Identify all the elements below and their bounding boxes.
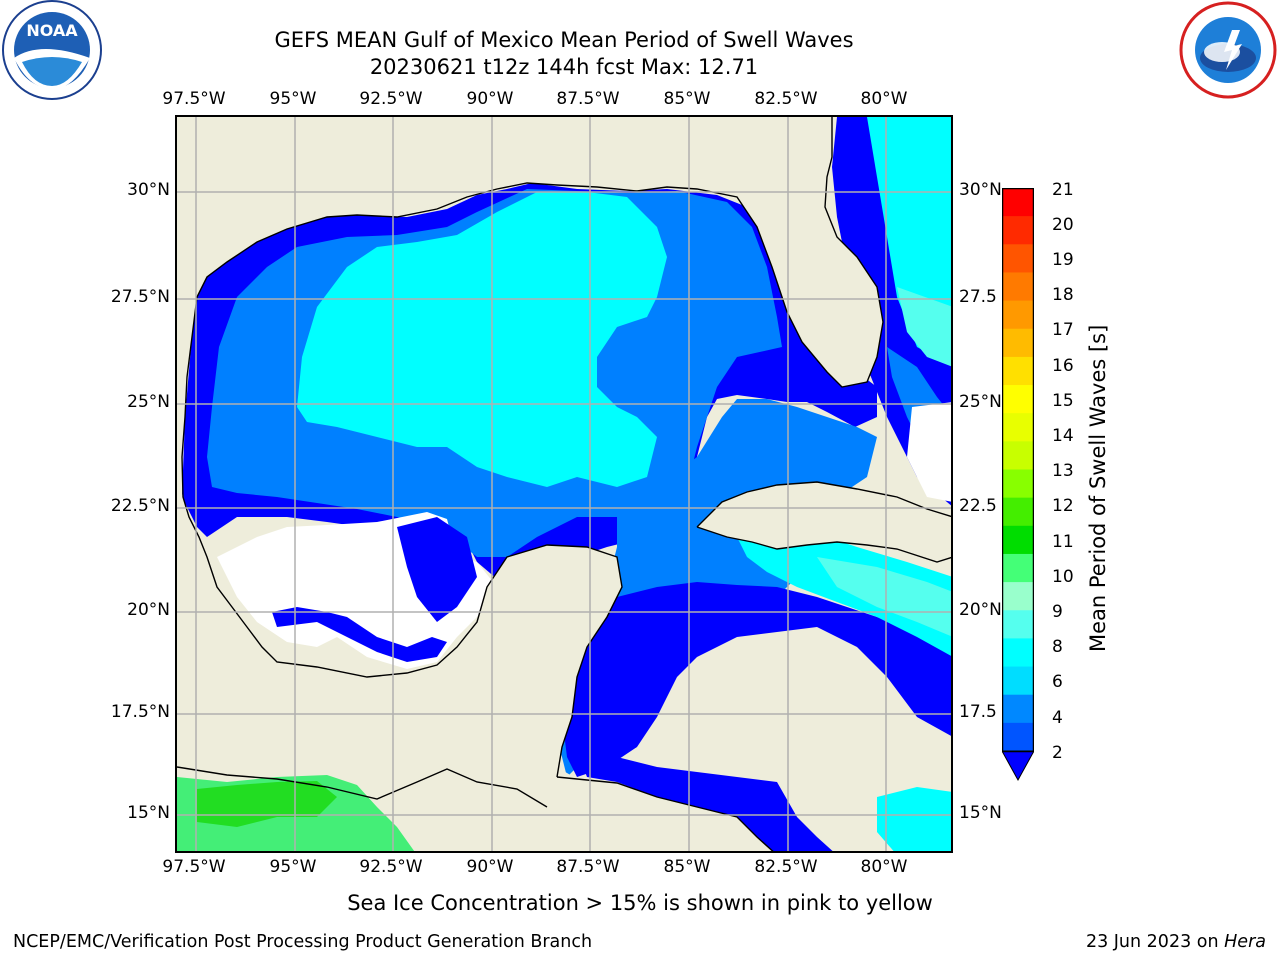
lat-label-left: 20°N bbox=[127, 600, 170, 620]
map-panel bbox=[175, 115, 953, 853]
colorbar-segment bbox=[1002, 553, 1034, 583]
lat-label-right: 17.5 bbox=[959, 702, 997, 722]
colorbar-segment bbox=[1002, 385, 1034, 414]
lon-label-top: 87.5°W bbox=[556, 89, 620, 109]
land-cuba bbox=[697, 482, 951, 562]
colorbar-segment bbox=[1002, 244, 1034, 273]
colorbar-segment bbox=[1002, 300, 1034, 330]
colorbar-tick: 14 bbox=[1052, 426, 1074, 446]
colorbar-tick: 18 bbox=[1052, 285, 1074, 305]
lon-label-top: 90°W bbox=[466, 89, 514, 109]
land-mexico bbox=[177, 477, 622, 807]
colorbar-segment bbox=[1002, 722, 1034, 752]
lon-label-top: 85°W bbox=[663, 89, 711, 109]
no-data-region bbox=[907, 402, 951, 502]
caribbean-swell-region-8-9 bbox=[817, 557, 951, 637]
gulf-swell-region-2-4 bbox=[397, 517, 477, 622]
sea-ice-note: Sea Ice Concentration > 15% is shown in … bbox=[347, 891, 933, 915]
caribbean-swell-region-2-4 bbox=[562, 582, 951, 777]
lon-label-bottom: 85°W bbox=[663, 857, 711, 877]
colorbar-segment bbox=[1002, 441, 1034, 470]
colorbar-segment bbox=[1002, 328, 1034, 358]
colorbar-segment bbox=[1002, 610, 1034, 639]
colorbar-segment bbox=[1002, 413, 1034, 442]
colorbar-tick: 16 bbox=[1052, 356, 1074, 376]
lon-label-bottom: 90°W bbox=[466, 857, 514, 877]
lat-label-right: 15°N bbox=[959, 803, 1002, 823]
colorbar-segment bbox=[1002, 638, 1034, 668]
lat-label-right: 22.5 bbox=[959, 496, 997, 516]
noaa-logo-text: NOAA bbox=[26, 21, 78, 40]
land-us-gulf-coast bbox=[177, 117, 883, 477]
lat-label-left: 15°N bbox=[127, 803, 170, 823]
lat-label-left: 17.5°N bbox=[110, 702, 170, 722]
colorbar-tick: 9 bbox=[1052, 602, 1063, 622]
colorbar-segment bbox=[1002, 694, 1034, 724]
colorbar-extend-arrow bbox=[1001, 750, 1035, 782]
colorbar-segment bbox=[1002, 666, 1034, 696]
lat-label-right: 20°N bbox=[959, 600, 1002, 620]
lon-label-bottom: 87.5°W bbox=[556, 857, 620, 877]
lat-label-left: 30°N bbox=[127, 180, 170, 200]
map-subtitle: 20230621 t12z 144h fcst Max: 12.71 bbox=[369, 55, 759, 79]
footer-credit: NCEP/EMC/Verification Post Processing Pr… bbox=[13, 932, 593, 952]
colorbar-tick: 12 bbox=[1052, 496, 1074, 516]
colorbar-segment bbox=[1002, 188, 1034, 217]
map-svg bbox=[177, 117, 951, 851]
lat-label-right: 30°N bbox=[959, 180, 1002, 200]
caribbean-swell-region-6-8 bbox=[877, 787, 951, 851]
noaa-logo: NOAA bbox=[0, 0, 104, 104]
colorbar-segment bbox=[1002, 216, 1034, 245]
lon-label-bottom: 80°W bbox=[860, 857, 908, 877]
colorbar-segment bbox=[1002, 497, 1034, 527]
colorbar-tick: 4 bbox=[1052, 708, 1063, 728]
colorbar-segment bbox=[1002, 525, 1034, 555]
colorbar-segment bbox=[1002, 272, 1034, 302]
lat-label-left: 25°N bbox=[127, 392, 170, 412]
colorbar bbox=[1001, 187, 1035, 782]
colorbar-tick: 8 bbox=[1052, 637, 1063, 657]
gulf-swell-region-2-4 bbox=[272, 607, 447, 662]
colorbar-tick: 17 bbox=[1052, 320, 1074, 340]
graticule bbox=[177, 117, 951, 851]
lon-label-top: 80°W bbox=[860, 89, 908, 109]
lon-label-bottom: 92.5°W bbox=[359, 857, 423, 877]
lon-label-bottom: 97.5°W bbox=[162, 857, 226, 877]
lon-label-bottom: 82.5°W bbox=[754, 857, 818, 877]
colorbar-tick: 13 bbox=[1052, 461, 1074, 481]
gulf-swell-region-6-8 bbox=[297, 192, 667, 487]
colorbar-segment bbox=[1002, 582, 1034, 611]
lat-label-left: 27.5°N bbox=[110, 287, 170, 307]
colorbar-tick: 21 bbox=[1052, 180, 1074, 200]
colorbar-tick: 11 bbox=[1052, 532, 1074, 552]
colorbar-label: Mean Period of Swell Waves [s] bbox=[1086, 324, 1110, 652]
nws-logo bbox=[1176, 0, 1280, 100]
colorbar-svg bbox=[1001, 187, 1035, 782]
footer-date: 23 Jun 2023 on Hera bbox=[1086, 932, 1266, 952]
lon-label-top: 95°W bbox=[269, 89, 317, 109]
map-title: GEFS MEAN Gulf of Mexico Mean Period of … bbox=[274, 28, 854, 52]
caribbean-swell-region-6-8 bbox=[737, 527, 951, 656]
footer-host: Hera bbox=[1224, 932, 1266, 952]
atlantic-swell-region-8-9 bbox=[897, 287, 951, 367]
coastlines bbox=[177, 117, 951, 851]
caribbean-swell-region-2-4 bbox=[572, 737, 833, 851]
colorbar-tick: 19 bbox=[1052, 250, 1074, 270]
lat-label-right: 27.5 bbox=[959, 287, 997, 307]
lat-label-left: 22.5°N bbox=[110, 496, 170, 516]
colorbar-tick: 10 bbox=[1052, 567, 1074, 587]
colorbar-tick: 6 bbox=[1052, 672, 1063, 692]
lon-label-top: 92.5°W bbox=[359, 89, 423, 109]
colorbar-segment bbox=[1002, 469, 1034, 499]
lon-label-top: 82.5°W bbox=[754, 89, 818, 109]
footer-date-text: 23 Jun 2023 on bbox=[1085, 932, 1225, 952]
colorbar-tick: 2 bbox=[1052, 743, 1063, 763]
lon-label-top: 97.5°W bbox=[162, 89, 226, 109]
colorbar-tick: 15 bbox=[1052, 391, 1074, 411]
lon-label-bottom: 95°W bbox=[269, 857, 317, 877]
colorbar-segment bbox=[1002, 356, 1034, 386]
colorbar-tick: 20 bbox=[1052, 215, 1074, 235]
lat-label-right: 25°N bbox=[959, 392, 1002, 412]
